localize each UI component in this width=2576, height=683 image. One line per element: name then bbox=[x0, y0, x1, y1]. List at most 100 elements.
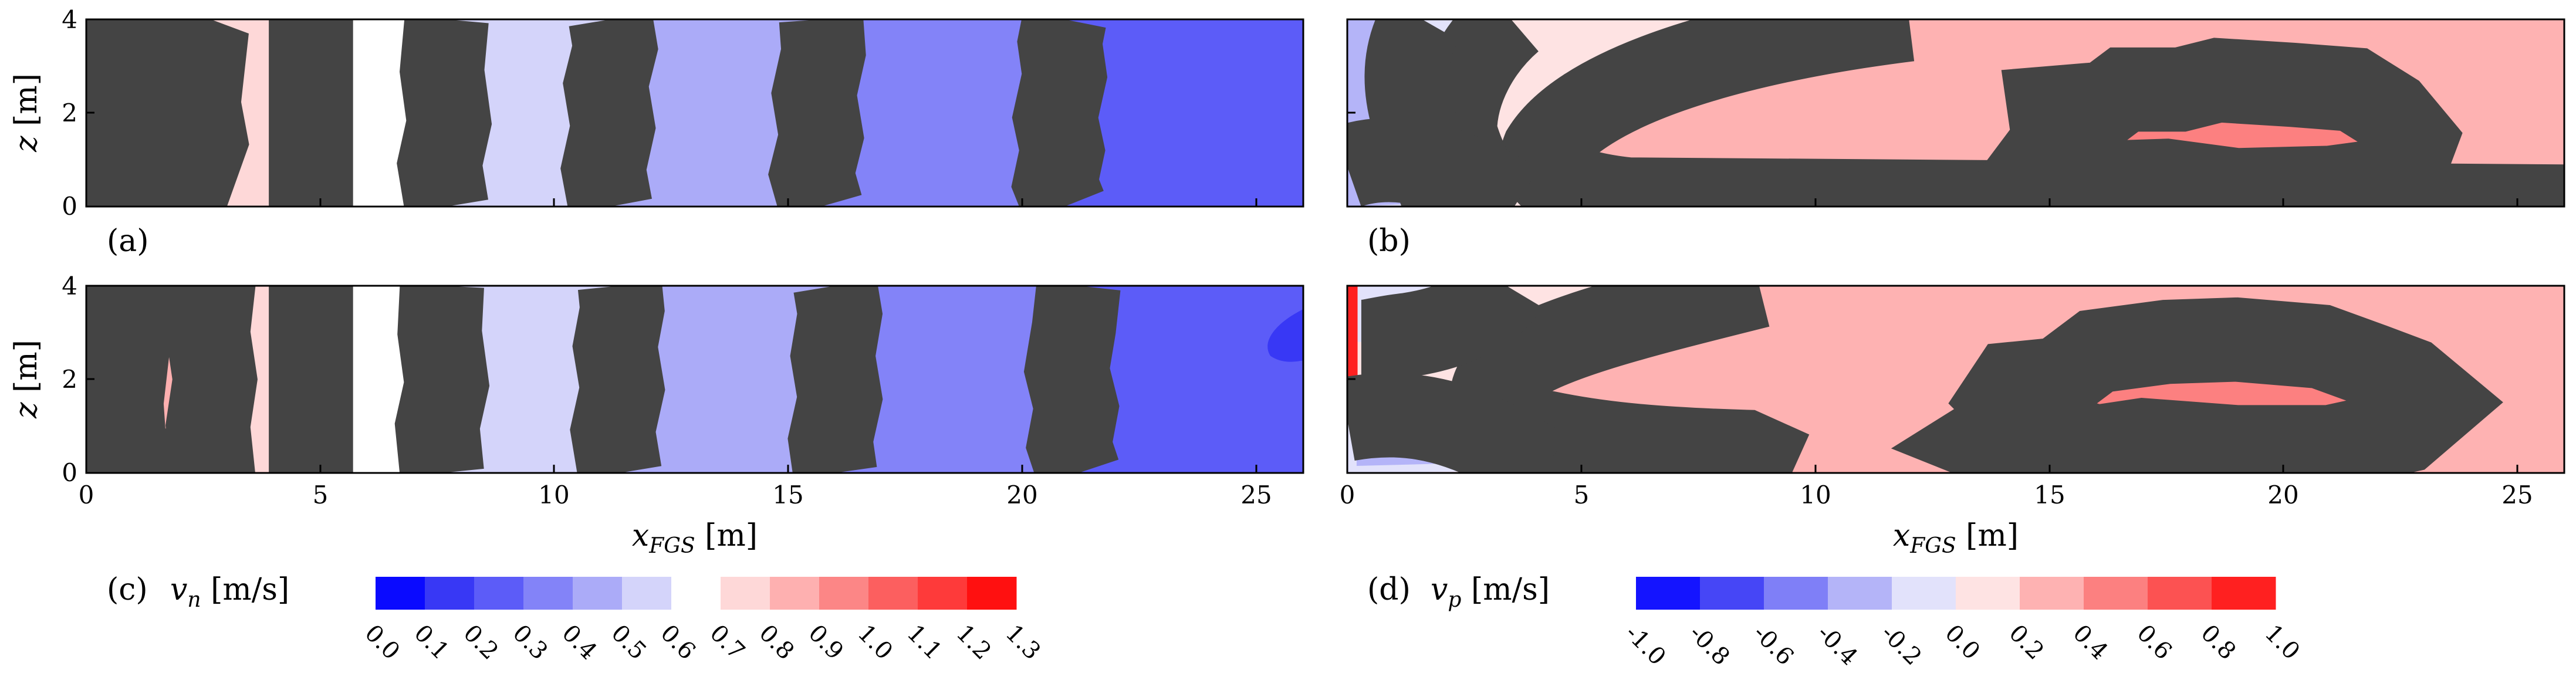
colorbar-vn-tick-4: 0.4 bbox=[557, 620, 603, 665]
colorbar-vp-tick-0: -1.0 bbox=[1620, 620, 1671, 671]
colorbar-vn-tick-8: 0.8 bbox=[754, 620, 800, 665]
colorbar-vp-swatch-4 bbox=[1892, 577, 1956, 610]
panel-a: 0 2 4 z [m] (a) bbox=[9, 5, 1304, 259]
panel-a-ytick-2: 2 bbox=[62, 99, 77, 127]
colorbar-vp-ticks: -1.0 -0.8 -0.6 -0.4 -0.2 0.0 0.2 0.4 0.6 0.8 1.0 bbox=[1620, 620, 2305, 671]
colorbar-vn-ticks: 0.0 0.1 0.2 0.3 0.4 0.5 0.6 0.7 0.8 0.9 1.0 1.1 1.2 1… bbox=[360, 620, 1046, 665]
colorbar-vp-swatches bbox=[1636, 577, 2276, 610]
colorbar-vn-tick-7: 0.7 bbox=[705, 620, 751, 665]
panel-d-xlabel: xFGS [m] bbox=[1893, 518, 2019, 558]
colorbar-vp-swatch-0 bbox=[1636, 577, 1701, 610]
panel-c-xtick-5: 5 bbox=[313, 481, 329, 509]
panel-b-contour-lines bbox=[1347, 19, 2564, 207]
panel-c-ylabel: z [m] bbox=[9, 340, 44, 419]
panel-c-contour-lines bbox=[86, 286, 1121, 473]
panel-b-label: (b) bbox=[1367, 224, 1411, 259]
panel-d-xtick-5: 5 bbox=[1574, 481, 1590, 509]
panel-c-ytick-2: 2 bbox=[62, 365, 77, 394]
colorbar-vp-tick-7: 0.4 bbox=[2068, 620, 2114, 665]
colorbar-vp-swatch-2 bbox=[1764, 577, 1828, 610]
colorbar-vn-swatch-8 bbox=[770, 577, 820, 610]
colorbar-vp-tick-1: -0.8 bbox=[1684, 620, 1735, 671]
panel-d-ticks bbox=[1346, 285, 2518, 474]
panel-c-plot bbox=[86, 286, 1303, 473]
colorbar-vn-tick-9: 0.9 bbox=[803, 620, 849, 665]
colorbar-vp-swatch-9 bbox=[2212, 577, 2276, 610]
panel-c-ytick-0: 0 bbox=[62, 458, 77, 487]
panel-a-label: (a) bbox=[107, 224, 149, 259]
colorbar-vp-tick-10: 1.0 bbox=[2260, 620, 2305, 665]
panel-b-ticks bbox=[1346, 18, 2518, 208]
panel-d-xtick-0: 0 bbox=[1340, 481, 1355, 509]
panel-a-ytick-0: 0 bbox=[62, 192, 77, 221]
colorbar-vn-tick-6: 0.6 bbox=[655, 620, 701, 665]
panel-c-band-mid bbox=[613, 286, 840, 473]
panel-d-plot bbox=[1347, 286, 2564, 473]
colorbar-vp-tick-8: 0.6 bbox=[2132, 620, 2178, 665]
colorbar-vp-swatch-8 bbox=[2148, 577, 2212, 610]
panel-c-xtick-15: 15 bbox=[772, 481, 803, 509]
colorbar-vp-swatch-3 bbox=[1828, 577, 1892, 610]
colorbar-vn: (c) vn [m/s] 0.0 0.1 0.2 0.3 0.4 0.5 0.6 0.7 0.8… bbox=[107, 572, 1046, 665]
panel-d: 0 5 10 15 20 25 xFGS [m] bbox=[1340, 285, 2565, 558]
colorbar-vp-tick-6: 0.2 bbox=[2004, 620, 2050, 665]
panel-c-corner bbox=[1267, 309, 1303, 362]
colorbar-vn-swatch-0 bbox=[376, 577, 425, 610]
panel-c-label: (c) bbox=[107, 572, 148, 607]
colorbar-vp-swatch-1 bbox=[1700, 577, 1764, 610]
panel-a-plot bbox=[86, 19, 1303, 207]
colorbar-vn-tick-5: 0.5 bbox=[606, 620, 652, 665]
colorbar-vp-tick-5: 0.0 bbox=[1940, 620, 1986, 665]
panel-c-xtick-20: 20 bbox=[1006, 481, 1037, 509]
colorbar-vn-tick-13: 1.3 bbox=[1000, 620, 1046, 665]
colorbar-vn-swatch-1 bbox=[425, 577, 475, 610]
panel-b: (b) bbox=[1346, 18, 2565, 259]
colorbar-vp-swatch-7 bbox=[2084, 577, 2148, 610]
colorbar-vn-swatches bbox=[376, 577, 1017, 610]
panel-a-contour-lines bbox=[86, 19, 1108, 207]
colorbar-vn-swatch-4 bbox=[573, 577, 623, 610]
panel-a-ytick-4: 4 bbox=[62, 5, 77, 34]
panel-a-ticks bbox=[85, 18, 1257, 208]
colorbar-vp-swatch-5 bbox=[1956, 577, 2020, 610]
panel-c-band-far bbox=[830, 286, 1079, 473]
panel-d-xtick-20: 20 bbox=[2267, 481, 2298, 509]
colorbar-vn-swatch-3 bbox=[523, 577, 573, 610]
panel-d-xtick-25: 25 bbox=[2501, 481, 2533, 509]
panel-a-band-far bbox=[812, 19, 1065, 207]
colorbar-vn-swatch-10 bbox=[868, 577, 918, 610]
colorbar-vp-tick-3: -0.4 bbox=[1812, 620, 1863, 671]
colorbar-vn-tick-11: 1.1 bbox=[902, 620, 948, 665]
colorbar-vn-tick-1: 0.1 bbox=[409, 620, 455, 665]
panel-d-xtick-10: 10 bbox=[1800, 481, 1831, 509]
panel-a-ylabel: z [m] bbox=[9, 73, 44, 153]
colorbar-vp-swatch-6 bbox=[2020, 577, 2084, 610]
panel-c: 0 2 4 z [m] 0 5 10 15 20 25 xFGS [m] bbox=[9, 272, 1304, 558]
colorbar-vn-swatch-12 bbox=[967, 577, 1017, 610]
panel-c-xtick-0: 0 bbox=[79, 481, 94, 509]
colorbar-vp-tick-4: -0.2 bbox=[1876, 620, 1927, 671]
colorbar-vn-tick-10: 1.0 bbox=[853, 620, 898, 665]
colorbar-vp-label: vp [m/s] bbox=[1431, 572, 1550, 612]
colorbar-vn-swatch-11 bbox=[918, 577, 968, 610]
panel-c-band-far-dark bbox=[1067, 286, 1303, 473]
panel-d-label: (d) bbox=[1367, 572, 1411, 607]
panel-c-xlabel: xFGS [m] bbox=[632, 518, 758, 558]
panel-c-xtick-10: 10 bbox=[538, 481, 569, 509]
panel-c-ytick-4: 4 bbox=[62, 272, 77, 300]
panel-a-band-far-dark bbox=[1055, 19, 1303, 207]
colorbar-vn-swatch-7 bbox=[721, 577, 770, 610]
colorbar-vn-swatch-2 bbox=[474, 577, 524, 610]
colorbar-vn-swatch-9 bbox=[819, 577, 869, 610]
colorbar-vn-label: vn [m/s] bbox=[170, 572, 289, 612]
colorbar-vn-tick-2: 0.2 bbox=[458, 620, 504, 665]
panel-c-xtick-25: 25 bbox=[1240, 481, 1272, 509]
colorbar-vn-swatch-6 bbox=[671, 577, 721, 610]
colorbar-vn-tick-0: 0.0 bbox=[360, 620, 405, 665]
colorbar-vp: (d) vp [m/s] -1.0 -0.8 -0.6 -0.4 -0.2 0.0 0.2 0… bbox=[1367, 572, 2305, 671]
panel-c-ticks bbox=[85, 285, 1257, 474]
colorbar-vn-tick-12: 1.2 bbox=[951, 620, 997, 665]
panel-d-xtick-15: 15 bbox=[2034, 481, 2065, 509]
colorbar-vp-tick-9: 0.8 bbox=[2196, 620, 2242, 665]
